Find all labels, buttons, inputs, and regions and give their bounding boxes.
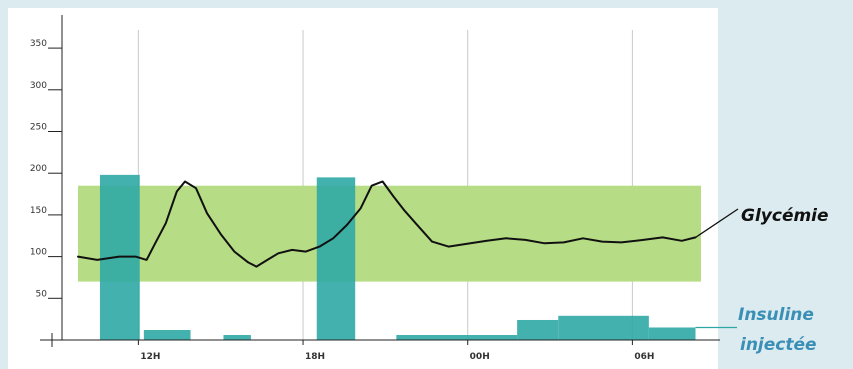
y-tick-label-300: 300 [30,81,47,91]
insulin-bar-1 [143,329,191,340]
glycemie-label: Glycémie [741,206,829,226]
y-tick-label-150: 150 [30,206,47,216]
y-tick-label-200: 200 [30,164,47,174]
insulin-bar-4 [396,334,518,340]
x-tick-label-06h: 06H [634,352,654,362]
target-band-rect [78,185,701,282]
glucose-line [77,180,697,268]
x-tick-label-12h: 12H [140,352,160,362]
insulin-label-line1: Insuline [738,305,814,325]
series-labels: Glycémie Insuline injectée [738,206,829,355]
y-tick-label-100: 100 [30,248,47,258]
insulin-bar-5 [517,319,559,340]
insulin-bar-3 [316,177,356,340]
insulin-bar-6 [558,315,649,340]
glucose-line-group [77,180,739,329]
y-tick-label-250: 250 [30,123,47,133]
axes: 350 300 250 200 150 100 50 12H 18H 00H 06H [30,15,720,362]
glycemie-pointer [695,208,739,238]
y-tick-label-350: 350 [30,39,47,49]
x-tick-label-18h: 18H [305,352,325,362]
insulin-bar-2 [223,334,251,340]
insulin-label-line2: injectée [740,335,817,355]
y-tick-label-50: 50 [36,289,48,299]
x-tick-label-00h: 00H [470,352,490,362]
target-range-band [78,185,701,282]
insulin-bar-7 [648,327,696,340]
